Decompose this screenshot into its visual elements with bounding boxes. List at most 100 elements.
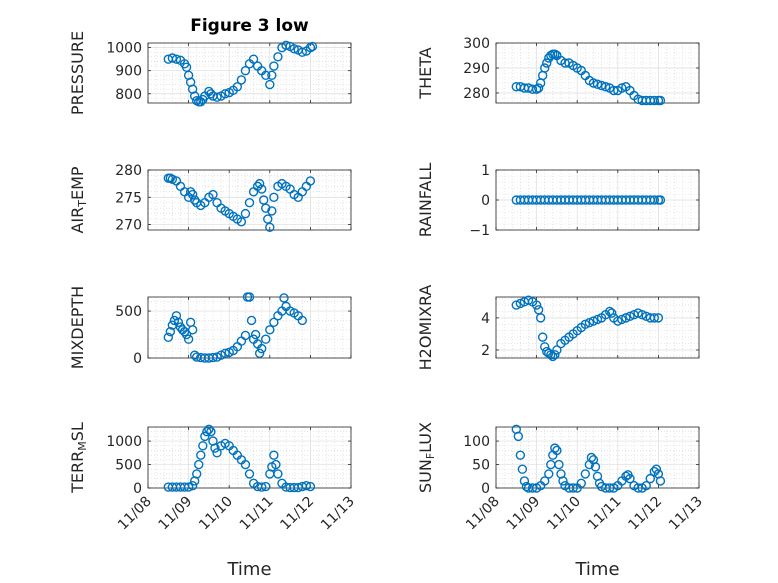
data-point <box>537 332 548 342</box>
data-point <box>261 334 271 344</box>
x-axis-label: Time <box>226 559 271 580</box>
data-point <box>641 480 651 491</box>
data-point <box>244 469 255 479</box>
data-point <box>244 198 255 208</box>
data-point <box>267 70 277 81</box>
data-point <box>515 450 526 460</box>
data-point <box>523 295 534 305</box>
data-point <box>649 195 660 205</box>
data-point <box>617 314 627 325</box>
data-point <box>600 82 611 92</box>
data-point <box>550 443 560 453</box>
data-point <box>265 79 275 90</box>
data-point <box>254 348 265 359</box>
data-point <box>261 203 271 213</box>
y-tick-label: 290 <box>463 61 490 77</box>
data-series <box>163 424 316 493</box>
x-tick-label: 11/11 <box>585 494 625 534</box>
figure-title: Figure 3 low <box>190 16 309 36</box>
data-point <box>588 78 599 88</box>
data-point <box>297 315 307 326</box>
data-point <box>281 40 291 51</box>
data-point <box>269 317 279 328</box>
data-point <box>527 84 538 94</box>
data-point <box>604 306 615 317</box>
data-point <box>621 313 631 323</box>
data-point <box>540 63 550 73</box>
data-point <box>649 95 660 106</box>
x-tick-label: 11/13 <box>318 494 358 534</box>
axes-box <box>147 42 352 104</box>
data-point <box>517 464 528 474</box>
data-point <box>269 61 279 71</box>
data-point <box>609 85 619 96</box>
data-point <box>289 44 299 54</box>
data-point <box>550 49 560 59</box>
data-point <box>236 75 247 85</box>
y-axis-label: RAINFALL <box>416 163 435 238</box>
data-point <box>279 293 289 303</box>
data-point <box>548 351 558 362</box>
x-tick-label: 11/11 <box>237 494 277 534</box>
axes-box <box>147 426 352 489</box>
data-series <box>511 295 664 362</box>
data-point <box>552 445 562 456</box>
data-point <box>194 459 204 470</box>
data-point <box>189 350 200 360</box>
x-tick-label: 11/09 <box>156 494 196 534</box>
data-point <box>210 443 220 453</box>
data-point <box>165 327 176 337</box>
x-tick-label: 11/08 <box>463 494 503 534</box>
data-point <box>256 343 267 354</box>
data-point <box>171 54 182 64</box>
data-point <box>554 459 564 470</box>
data-point <box>256 482 267 492</box>
x-tick-label: 11/09 <box>504 494 544 534</box>
y-tick-label: 1 <box>481 163 490 179</box>
data-point <box>297 47 307 57</box>
data-point <box>546 50 556 61</box>
x-tick-label: 11/08 <box>115 494 155 534</box>
y-tick-label: 275 <box>115 190 142 206</box>
data-point <box>625 311 635 321</box>
data-point <box>576 478 586 489</box>
data-point <box>307 41 318 52</box>
data-point <box>540 342 550 352</box>
data-point <box>187 480 198 491</box>
data-point <box>655 476 666 486</box>
plot-area <box>496 297 699 358</box>
data-series <box>163 40 318 107</box>
axes-box <box>147 296 352 359</box>
y-axis-label: TERRMSL <box>68 422 89 494</box>
data-point <box>519 476 530 486</box>
data-point <box>240 65 251 76</box>
data-point <box>552 345 562 355</box>
data-point <box>511 300 521 310</box>
data-point <box>265 222 275 232</box>
y-tick-label: 270 <box>115 218 142 234</box>
y-axis-label: SUNFLUX <box>416 422 437 493</box>
data-point <box>250 329 261 340</box>
x-tick-label: 11/13 <box>666 494 706 534</box>
data-point <box>580 469 591 479</box>
data-point <box>196 450 206 460</box>
data-point <box>273 469 283 479</box>
data-point <box>533 83 544 93</box>
data-point <box>204 424 214 435</box>
data-point <box>189 195 200 205</box>
data-point <box>246 315 257 326</box>
data-point <box>183 482 194 492</box>
data-point <box>653 313 664 323</box>
y-tick-label: 1000 <box>106 434 142 450</box>
y-axis-label: AIRTEMP <box>68 166 89 233</box>
subplot-mixdepth: 0 500 MIXDEPTH <box>68 286 352 369</box>
subplot-rainfall: −1 0 1 RAINFALL <box>416 163 700 239</box>
data-point <box>531 300 542 310</box>
x-tick-label: 11/10 <box>544 494 584 534</box>
subplot-terr-msl: 0 500 1000 TERRMSL 11/08 11/09 11/10 11/11 11/12… <box>68 422 358 580</box>
data-point <box>604 483 615 493</box>
axes-box <box>495 169 700 231</box>
subplot-theta: 280 290 300 THETA <box>416 36 700 106</box>
data-point <box>560 58 570 68</box>
data-point <box>655 195 666 205</box>
